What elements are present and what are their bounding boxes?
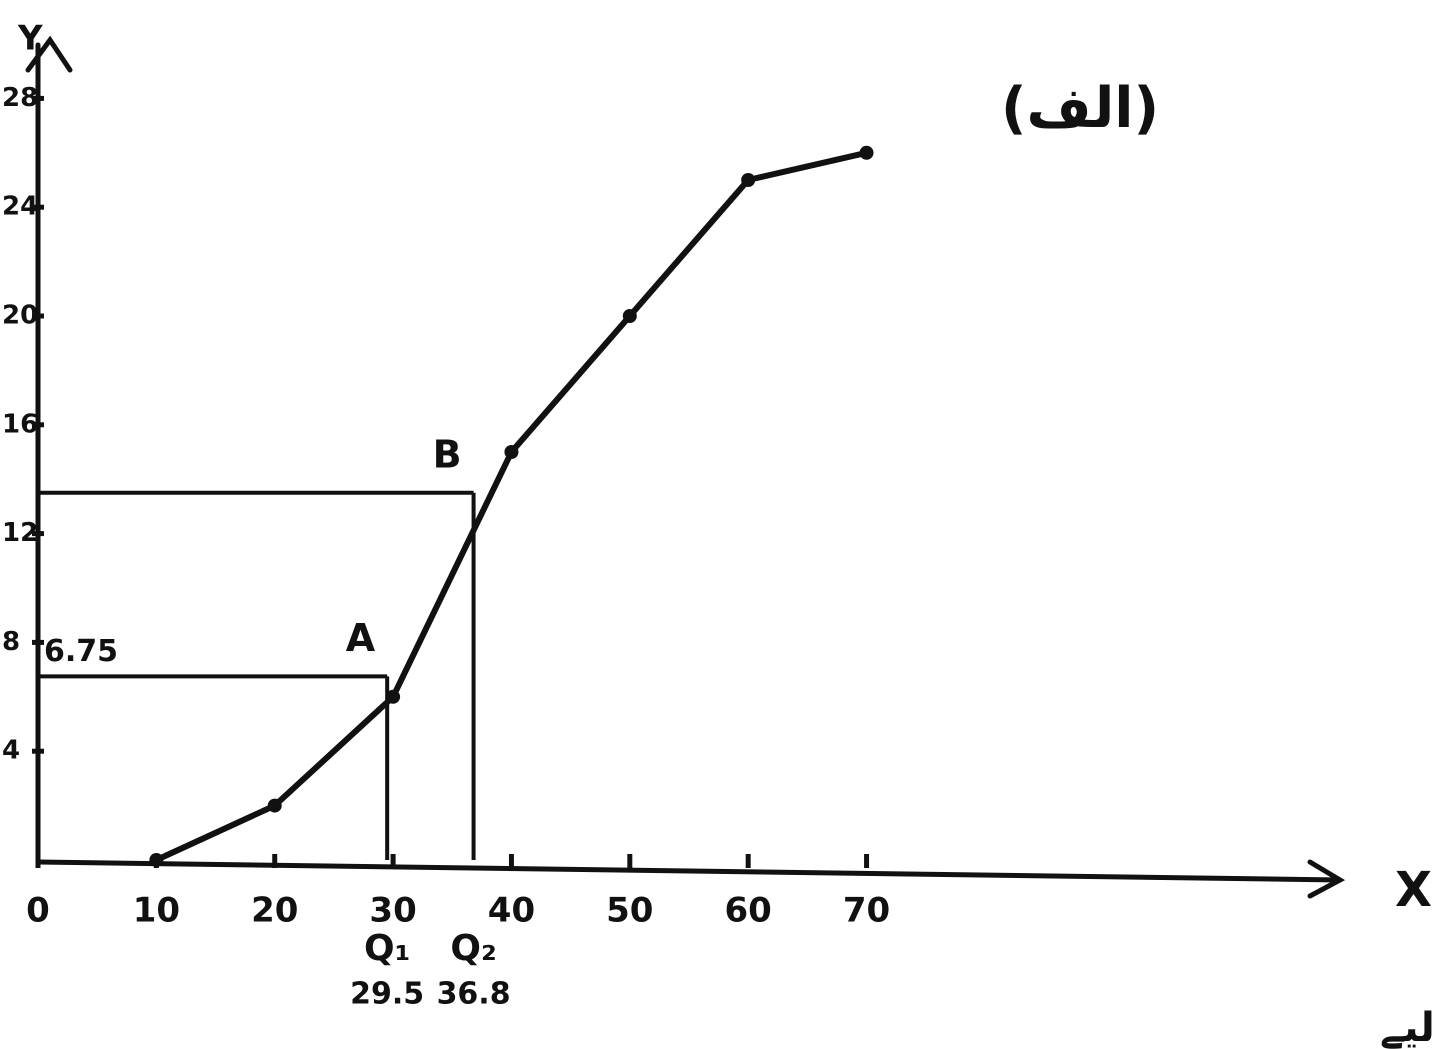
y-tick-label: 20 — [2, 301, 38, 331]
point-label: B — [433, 432, 462, 476]
y-tick-label: 24 — [2, 192, 38, 222]
x-tick-label: 40 — [488, 891, 535, 931]
y-axis-label: Y — [17, 19, 43, 59]
x-tick-label: 20 — [251, 891, 298, 931]
ogive-line — [156, 153, 866, 860]
x-axis — [38, 862, 1340, 896]
ogive-point — [268, 799, 282, 813]
caption: Q۱ معلوم کرنے کے لیے — [1380, 1005, 1447, 1049]
y-tick-label: 8 — [2, 627, 20, 657]
x-tick-label: 0 — [26, 891, 50, 931]
x-tick-label: 60 — [725, 891, 772, 931]
quartile-x: 29.5 — [350, 977, 424, 1012]
chart-title: (الف) — [1001, 76, 1159, 141]
ogive-point — [741, 173, 755, 187]
x-tick-label: 30 — [369, 891, 416, 931]
quartile-name: Q₁ — [364, 928, 410, 969]
y-tick-label: 28 — [2, 83, 38, 113]
point-label: A — [346, 616, 376, 660]
ogive-point — [623, 309, 637, 323]
x-tick-label: 70 — [843, 891, 890, 931]
y-tick-label: 12 — [2, 518, 38, 548]
y-tick-label: 16 — [2, 409, 38, 439]
quartile-x: 36.8 — [437, 977, 511, 1012]
ogive-point — [149, 853, 163, 867]
x-tick-label: 10 — [133, 891, 180, 931]
y-axis — [28, 40, 70, 862]
chart: Y X (الف) Q۱ معلوم کرنے کے لیے 4 8 12 16 20 2… — [0, 0, 1447, 1049]
ogive-point — [386, 690, 400, 704]
ogive-point — [504, 445, 518, 459]
x-axis-label: X — [1395, 862, 1432, 918]
quartile-y: 6.75 — [44, 634, 118, 669]
quartile-name: Q₂ — [450, 928, 496, 969]
y-tick-label: 4 — [2, 736, 20, 766]
x-tick-label: 50 — [606, 891, 653, 931]
ogive-point — [860, 146, 874, 160]
